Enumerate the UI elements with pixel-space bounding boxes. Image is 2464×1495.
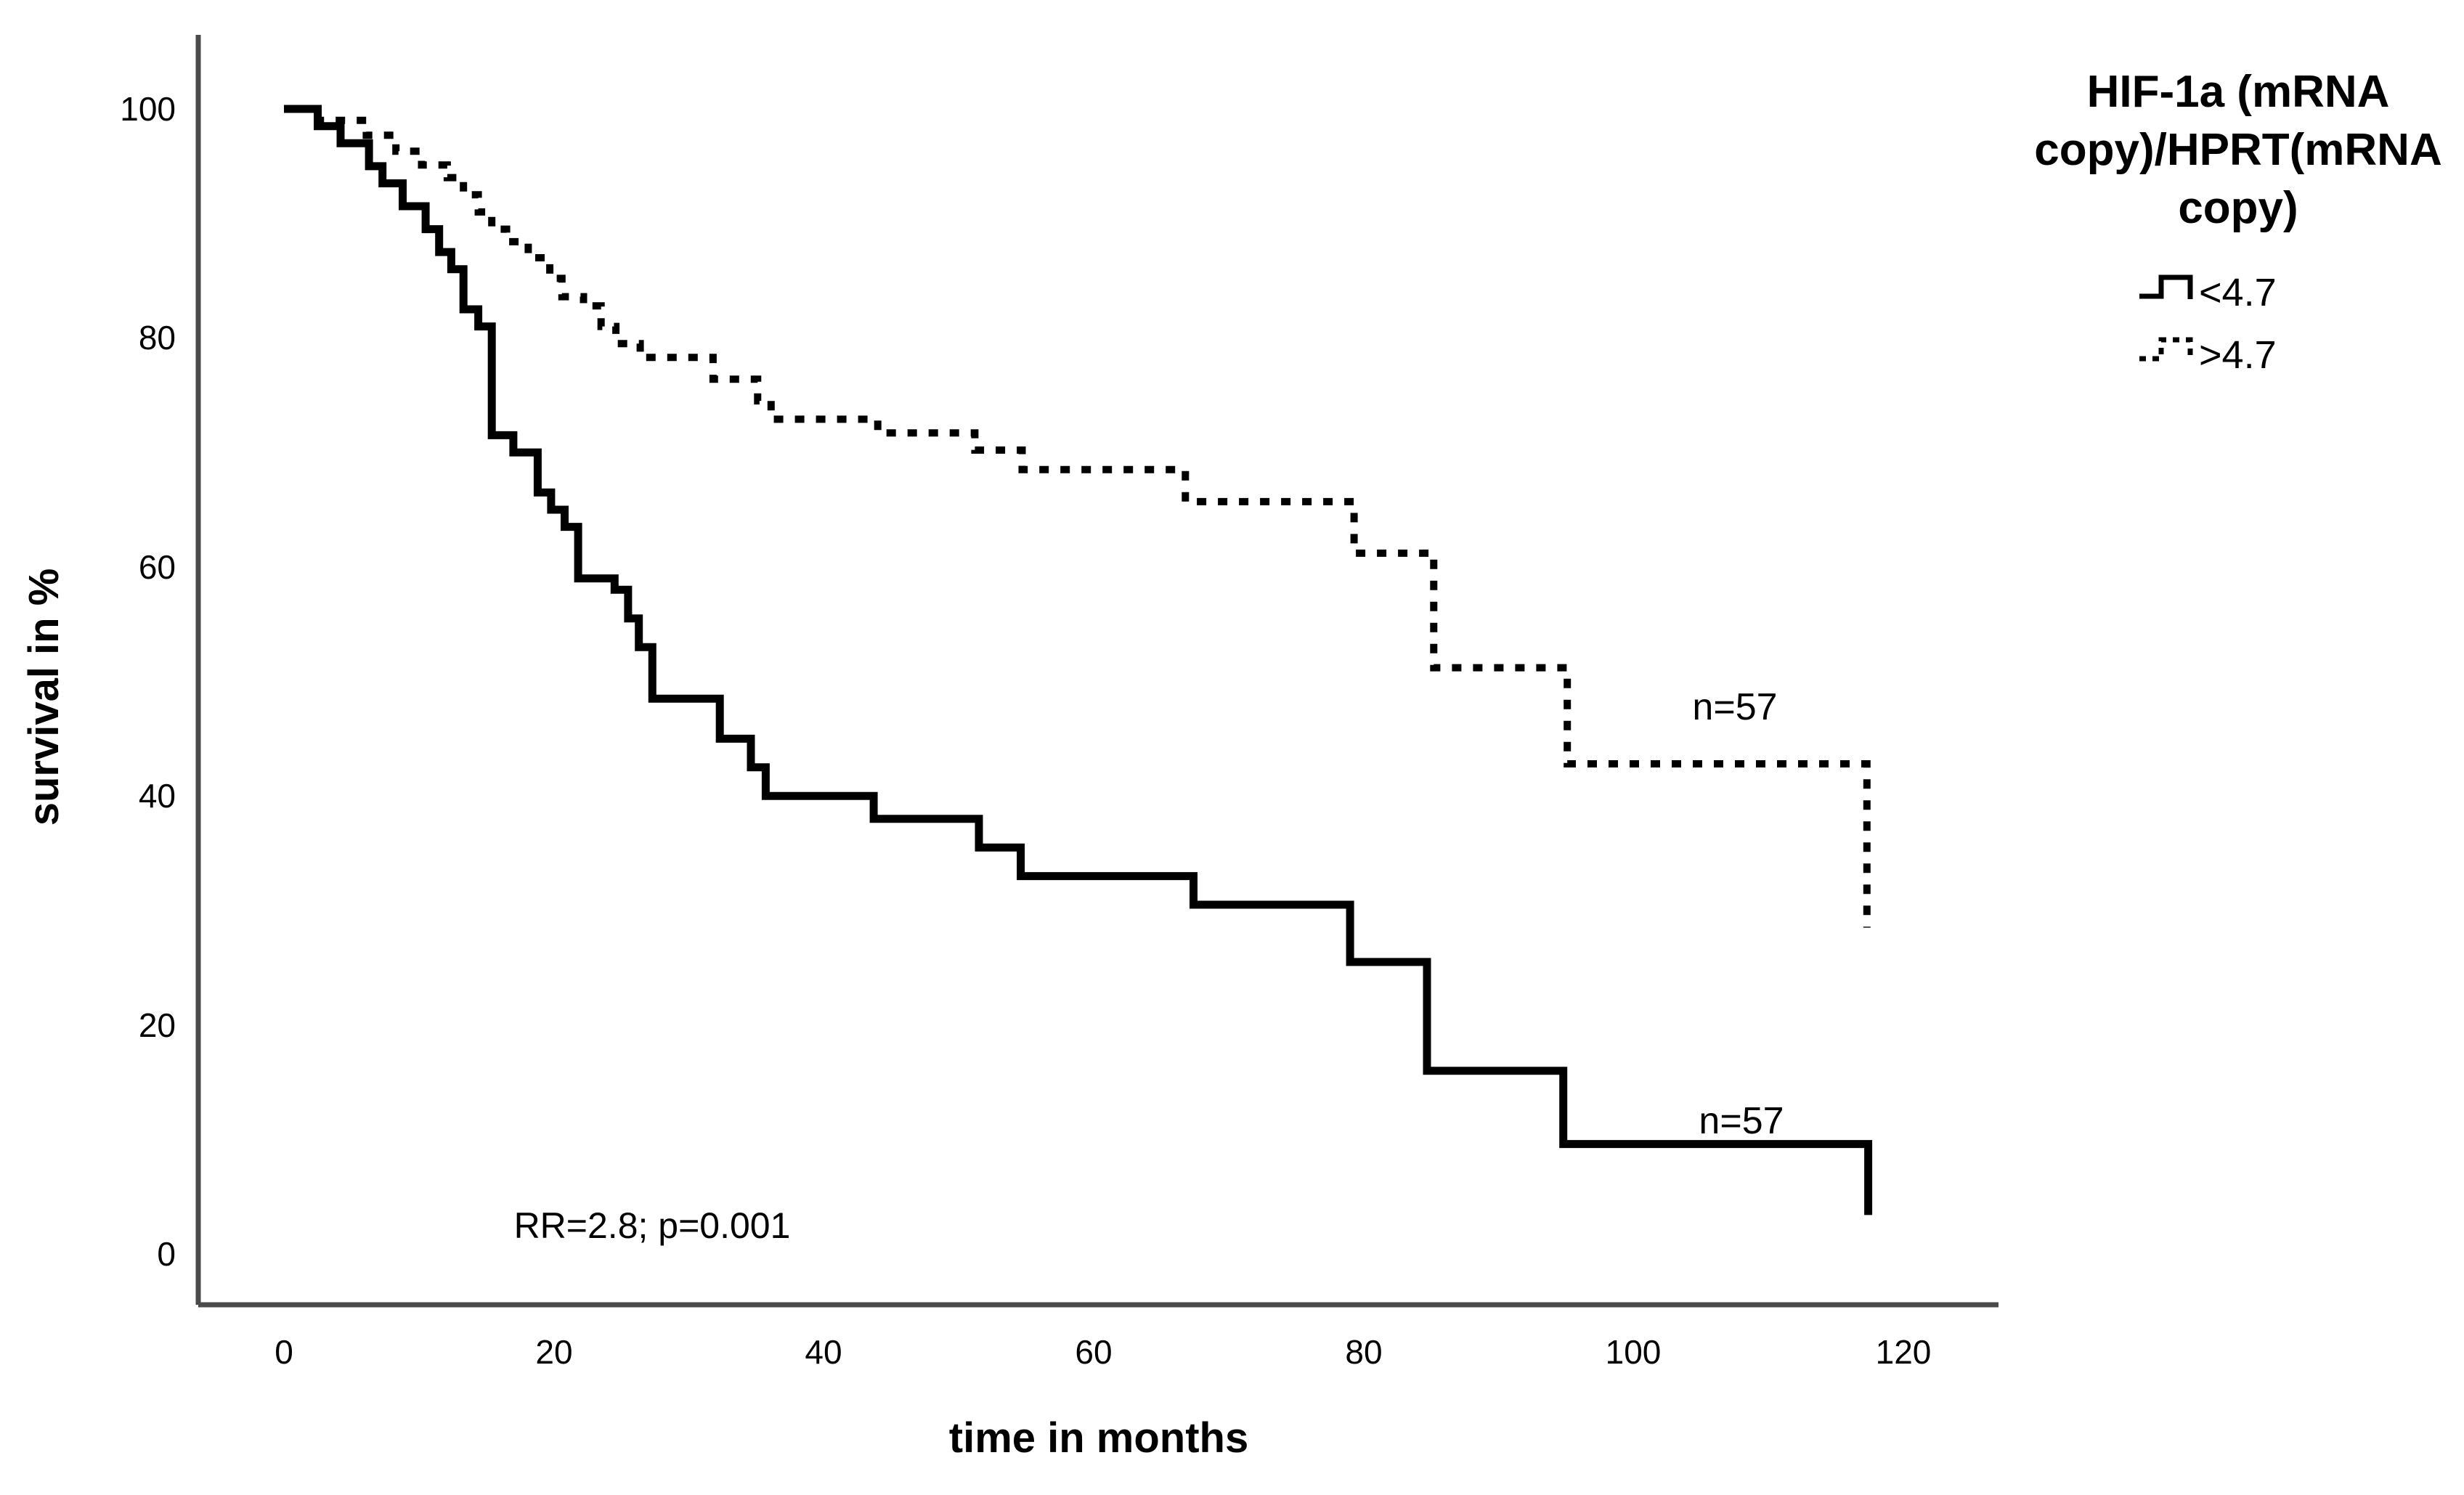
x-tick-label: 20 (535, 1333, 572, 1371)
y-tick-label: 60 (139, 548, 176, 586)
rr-pvalue-annotation: RR=2.8; p=0.001 (514, 1205, 791, 1246)
legend: HIF-1a (mRNA copy)/HPRT(mRNA copy) <4.7 … (2034, 67, 2441, 377)
survival-curve-gt-4-7 (284, 105, 1871, 928)
annotations: RR=2.8; p=0.001 n=57 n=57 (514, 686, 1784, 1246)
x-tick-label: 0 (275, 1333, 293, 1371)
legend-entry-lt-4-7: <4.7 (2139, 271, 2277, 314)
x-tick-label: 100 (1606, 1333, 1662, 1371)
legend-entry-label: >4.7 (2199, 333, 2277, 377)
y-axis-title: survival in % (20, 569, 68, 826)
x-tick-label: 80 (1345, 1333, 1382, 1371)
legend-entry-gt-4-7: >4.7 (2139, 333, 2277, 377)
legend-entry-label: <4.7 (2199, 271, 2277, 314)
y-axis-tick-labels: 0 20 40 60 80 100 (120, 90, 176, 1273)
x-tick-label: 60 (1075, 1333, 1112, 1371)
solid-step-line-icon (2139, 274, 2193, 299)
legend-title-line-1: HIF-1a (mRNA (2087, 67, 2390, 117)
axes (195, 35, 1999, 1308)
y-tick-label: 100 (120, 90, 176, 128)
dashed-step-line-icon (2139, 337, 2193, 362)
x-tick-label: 40 (805, 1333, 842, 1371)
x-axis-tick-labels: 0 20 40 60 80 100 120 (275, 1333, 1931, 1371)
y-tick-label: 20 (139, 1006, 176, 1044)
survival-curve-lt-4-7 (284, 105, 1873, 1215)
n-count-annotation: n=57 (1699, 1100, 1784, 1142)
survival-curves (284, 105, 1873, 1215)
legend-title-line-2: copy)/HPRT(mRNA (2034, 125, 2441, 175)
y-tick-label: 80 (139, 319, 176, 357)
x-axis-title: time in months (949, 1414, 1248, 1462)
x-tick-label: 120 (1876, 1333, 1932, 1371)
n-count-annotation: n=57 (1692, 686, 1777, 728)
y-tick-label: 40 (139, 777, 176, 815)
y-tick-label: 0 (157, 1235, 176, 1273)
legend-title-line-3: copy) (2178, 183, 2298, 233)
